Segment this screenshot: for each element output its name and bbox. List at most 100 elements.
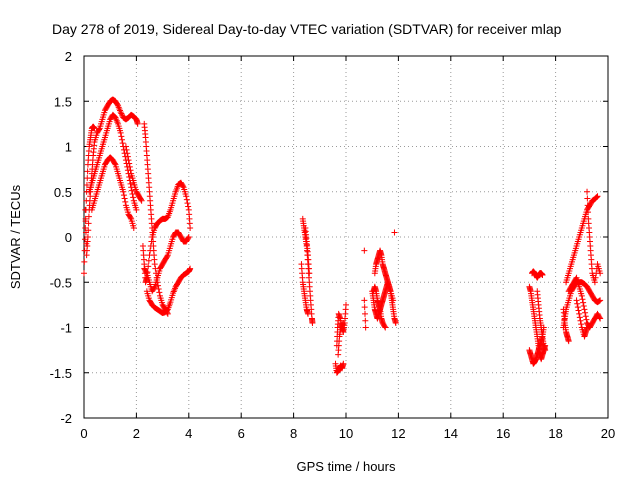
data-point [577,317,584,324]
data-point [539,272,546,279]
data-point [124,153,131,160]
data-point [155,282,162,289]
data-point [118,133,125,140]
data-point [164,309,171,316]
data-point [361,247,368,254]
data-point [120,192,127,199]
data-point [593,194,600,201]
data-point [155,286,162,293]
data-point [576,314,583,321]
data-point [591,279,598,286]
data-point [117,109,124,116]
data-point [183,193,190,200]
data-point [576,310,583,317]
data-point [596,314,603,321]
data-point [138,197,145,204]
data-point [305,310,312,317]
data-point [185,235,192,242]
data-point [597,270,604,277]
data-point [164,310,171,317]
data-point [362,317,369,324]
data-point [597,315,604,322]
y-tick-label: -1.5 [50,366,72,381]
data-point [592,274,599,281]
data-point [96,126,103,133]
y-tick-label: -1 [60,321,72,336]
data-point [153,274,160,281]
data-point [91,125,98,132]
data-point [145,257,152,264]
x-tick-label: 18 [548,426,562,441]
y-tick-label: -2 [60,411,72,426]
data-point [584,202,591,209]
data-point [185,203,192,210]
x-tick-label: 4 [185,426,192,441]
data-point [542,347,549,354]
data-point [129,191,136,198]
data-point [125,157,132,164]
x-tick-label: 0 [80,426,87,441]
data-point [134,120,141,127]
data-point [120,188,127,195]
chart-title: Day 278 of 2019, Sidereal Day-to-day VTE… [52,21,562,37]
y-tick-label: 0.5 [54,185,72,200]
data-point [127,180,134,187]
data-point [123,146,130,153]
data-point [117,129,124,136]
data-point [85,227,92,234]
data-point [582,313,589,320]
data-point [121,195,128,202]
data-point [114,101,121,108]
data-point [584,324,591,331]
data-point [343,301,349,308]
x-tick-label: 2 [133,426,140,441]
y-tick-label: 1.5 [54,94,72,109]
y-tick-label: 2 [65,49,72,64]
data-point [84,168,91,175]
data-point [118,111,125,118]
data-point [81,258,88,265]
y-axis-label: SDTVAR / TECUs [8,184,23,289]
data-point [151,284,158,291]
data-point [575,307,582,314]
data-point [118,110,125,117]
data-point [584,195,591,202]
data-point [85,220,92,227]
data-point [339,321,346,328]
x-tick-label: 12 [391,426,405,441]
data-point [580,303,587,310]
data-point [84,234,91,240]
data-point [133,206,140,213]
data-point [361,297,368,304]
data-point [143,269,150,276]
data-point [119,140,126,147]
data-point [594,193,601,200]
x-tick-label: 8 [290,426,297,441]
x-axis-label: GPS time / hours [297,459,396,474]
data-point [153,270,160,277]
data-point [574,304,581,311]
data-point [382,324,389,331]
data-point [126,163,133,170]
data-point [584,188,591,195]
data-point [137,196,144,203]
data-point [156,289,163,296]
data-point [574,300,581,307]
data-point [565,338,572,345]
data-point [361,310,368,317]
data-point [127,167,134,174]
data-point [179,183,186,190]
data-point [130,194,137,201]
data-point [187,224,194,231]
x-tick-label: 10 [339,426,353,441]
data-point [154,279,161,286]
x-tick-label: 20 [601,426,615,441]
data-point [580,299,587,306]
data-point [578,292,585,299]
x-tick-label: 6 [238,426,245,441]
data-point [124,150,131,157]
data-point [381,323,388,330]
data-point [361,304,368,311]
data-point [127,214,134,221]
